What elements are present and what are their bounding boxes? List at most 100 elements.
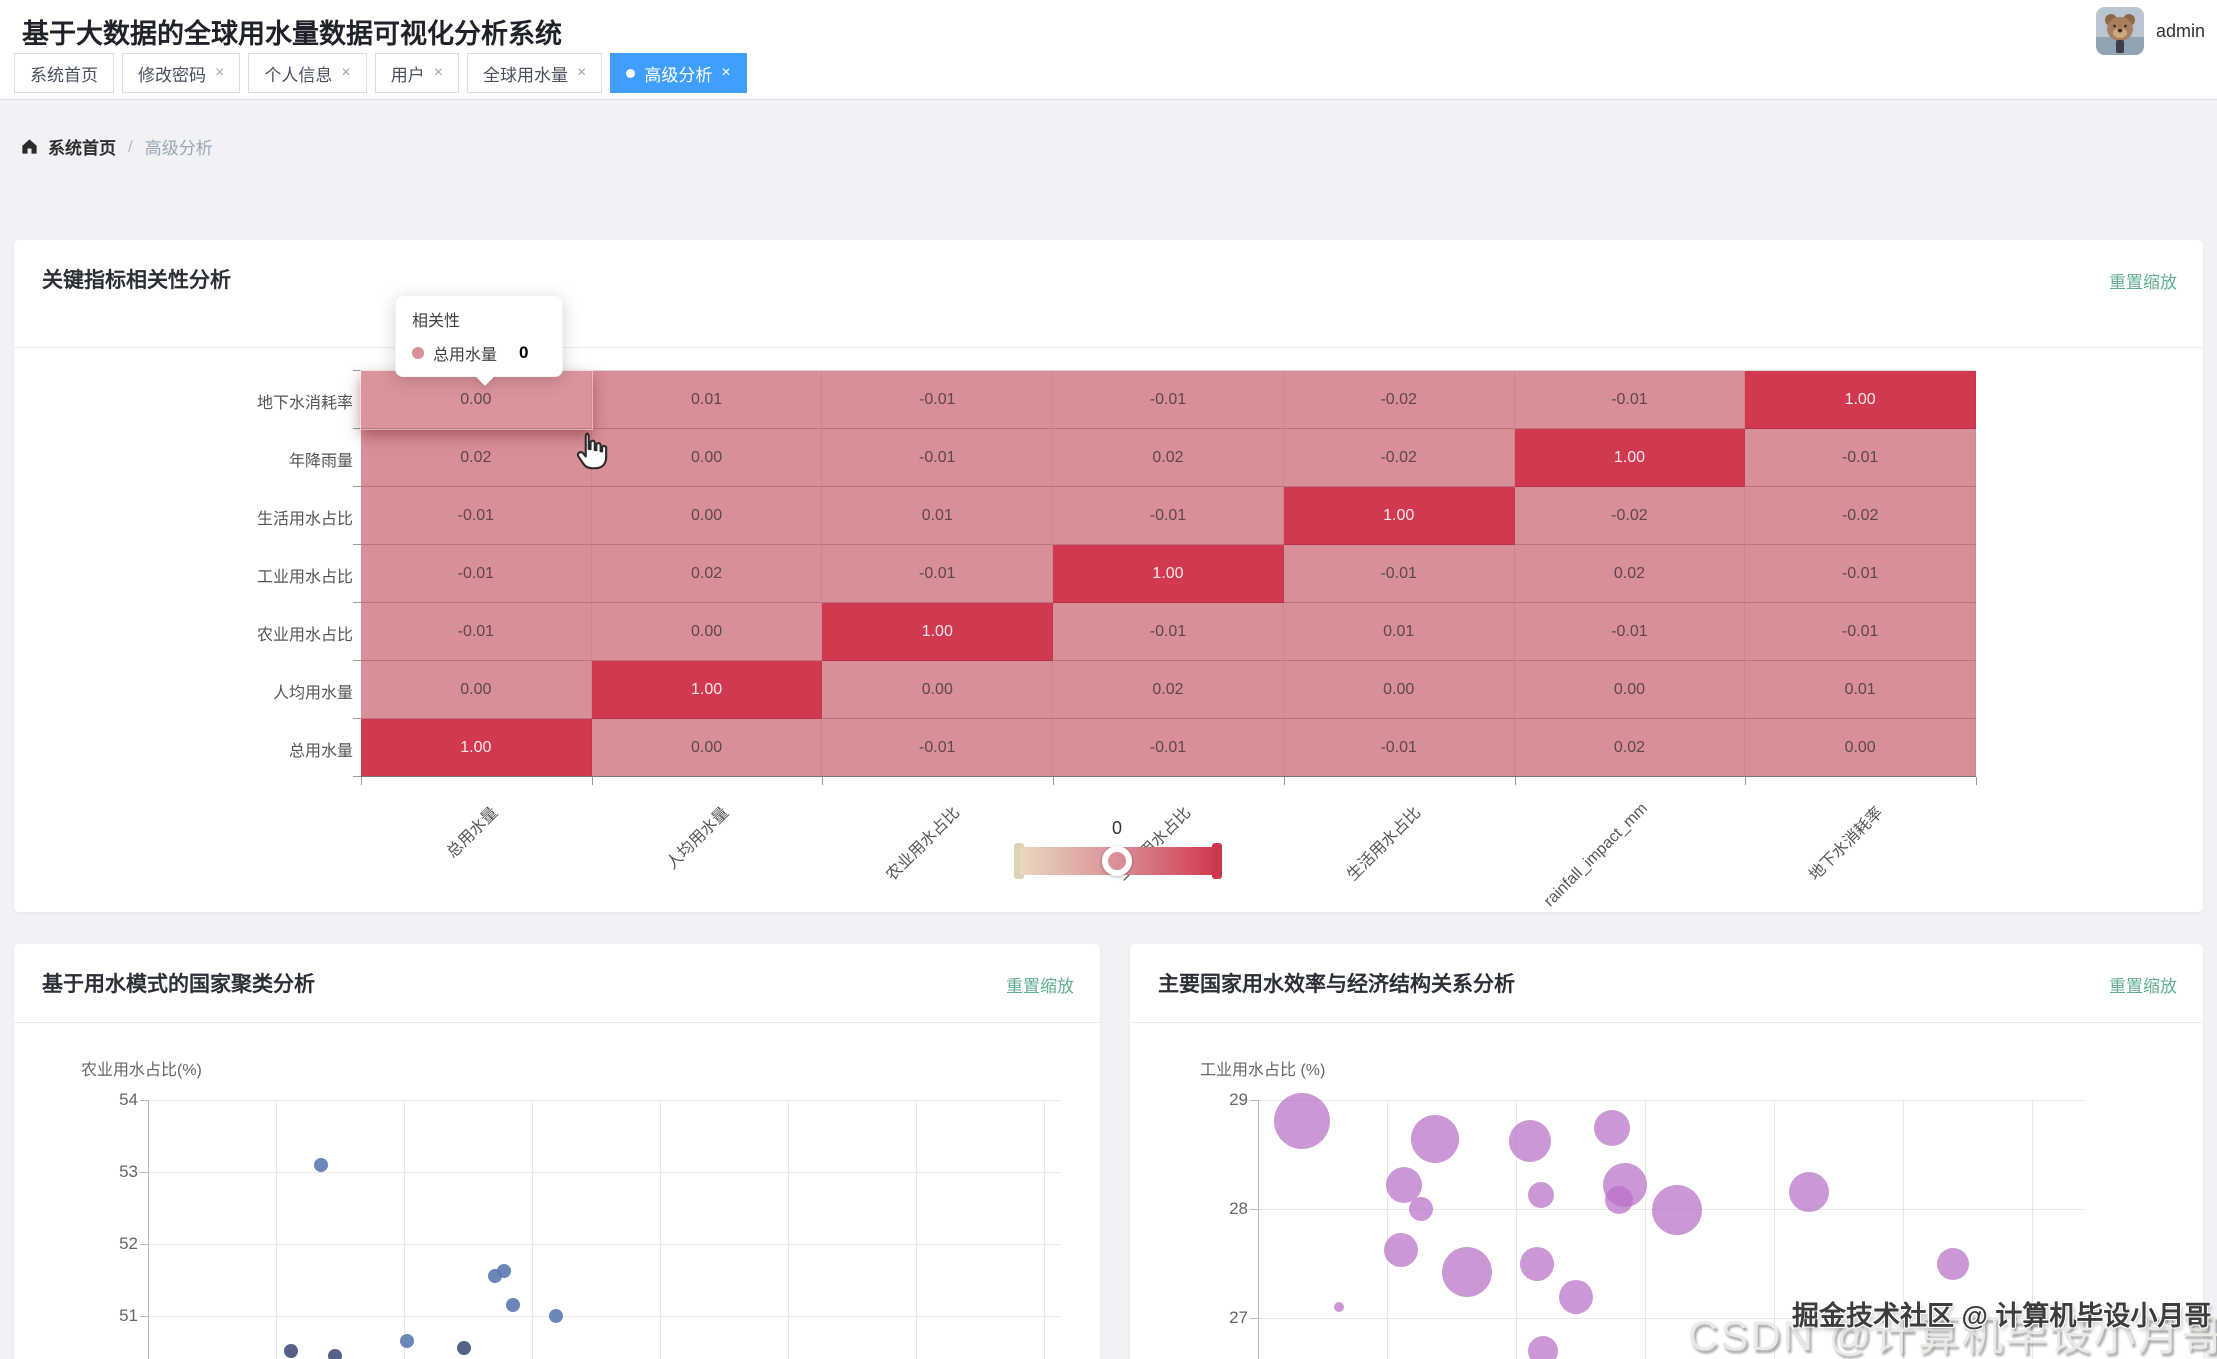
heatmap-cell[interactable]: -0.01 <box>1053 603 1284 661</box>
heatmap-cell[interactable]: 1.00 <box>1283 487 1515 545</box>
bubble-point[interactable] <box>1559 1280 1594 1315</box>
bubble-point[interactable] <box>1509 1120 1552 1163</box>
bubble-point[interactable] <box>1442 1247 1493 1298</box>
tab-system-home[interactable]: 系统首页 <box>14 53 114 93</box>
bubble-point[interactable] <box>1528 1335 1559 1359</box>
heatmap-cell[interactable]: -0.01 <box>822 545 1054 603</box>
heatmap-cell[interactable]: -0.01 <box>1053 371 1284 429</box>
bubble-point[interactable] <box>1384 1233 1419 1268</box>
cluster-scatter-chart[interactable]: 54 53 52 51 <box>14 944 1100 1359</box>
heatmap-cell[interactable]: -0.02 <box>1745 487 1976 545</box>
heatmap-cell[interactable]: 0.02 <box>1053 429 1284 487</box>
scatter-point[interactable] <box>284 1344 299 1359</box>
efficiency-reset-zoom-link[interactable]: 重置缩放 <box>2109 977 2177 996</box>
bubble-point[interactable] <box>1519 1246 1554 1281</box>
scatter-point[interactable] <box>327 1348 342 1359</box>
breadcrumb-current: 高级分析 <box>144 139 213 158</box>
bubble-point[interactable] <box>1936 1247 1969 1280</box>
tab-global-water[interactable]: 全球用水量 × <box>467 53 603 93</box>
heatmap-cell[interactable]: 0.01 <box>1745 661 1976 719</box>
heatmap-cell[interactable]: -0.01 <box>361 603 592 661</box>
heatmap-cell[interactable]: 0.01 <box>1283 603 1515 661</box>
scatter-point[interactable] <box>457 1341 472 1356</box>
bubble-point[interactable] <box>1334 1302 1345 1313</box>
bubble-point[interactable] <box>1652 1185 1703 1236</box>
heatmap-cell[interactable]: 0.00 <box>591 487 823 545</box>
heatmap-cell[interactable]: -0.02 <box>1283 371 1515 429</box>
tab-close-icon[interactable]: × <box>577 64 587 81</box>
heatmap-cell[interactable]: -0.01 <box>1514 371 1746 429</box>
heatmap-cell[interactable]: 1.00 <box>1053 545 1284 603</box>
scatter-point[interactable] <box>313 1157 328 1172</box>
gridline-v <box>1645 1100 1646 1359</box>
cluster-reset-zoom-link[interactable]: 重置缩放 <box>1006 977 1074 996</box>
bubble-point[interactable] <box>1788 1171 1829 1212</box>
heatmap-cell[interactable]: -0.01 <box>361 545 592 603</box>
heatmap-cell[interactable]: -0.01 <box>1053 719 1284 777</box>
bubble-point[interactable] <box>1410 1115 1459 1164</box>
heatmap-cell[interactable]: 1.00 <box>361 719 592 777</box>
heatmap-cell[interactable]: -0.02 <box>1514 487 1746 545</box>
heatmap-cell[interactable]: -0.02 <box>1283 429 1515 487</box>
tab-change-password[interactable]: 修改密码 × <box>122 53 241 93</box>
visualmap-left-handle[interactable] <box>1014 843 1024 879</box>
heatmap-cell[interactable]: -0.01 <box>1745 603 1976 661</box>
scatter-point[interactable] <box>497 1264 512 1279</box>
bubble-point[interactable] <box>1605 1186 1634 1215</box>
scatter-point[interactable] <box>399 1334 414 1349</box>
heatmap-cell[interactable]: 0.00 <box>1514 661 1746 719</box>
heatmap-cell[interactable]: -0.01 <box>1283 719 1515 777</box>
heatmap-cell[interactable]: -0.01 <box>822 371 1054 429</box>
tab-close-icon[interactable]: × <box>341 64 351 81</box>
tab-profile[interactable]: 个人信息 × <box>248 53 367 93</box>
heatmap-cell[interactable]: 0.01 <box>822 487 1054 545</box>
scatter-point[interactable] <box>549 1309 564 1323</box>
heatmap-cell[interactable]: 0.00 <box>591 429 823 487</box>
efficiency-bubble-chart[interactable]: 29 28 27 <box>1130 944 2203 1359</box>
heatmap-cell[interactable]: -0.01 <box>1283 545 1515 603</box>
bubble-point[interactable] <box>1593 1110 1630 1147</box>
heatmap-cell[interactable]: -0.01 <box>1053 487 1284 545</box>
heatmap-cell[interactable]: 1.00 <box>1514 429 1746 487</box>
tab-label: 修改密码 <box>138 65 206 85</box>
heatmap-cell[interactable]: -0.01 <box>822 719 1054 777</box>
heatmap-cell[interactable]: 0.02 <box>361 429 592 487</box>
visualmap-indicator-ring[interactable] <box>1102 846 1132 876</box>
tab-advanced-analysis[interactable]: 高级分析 × <box>610 53 747 93</box>
heatmap-cell[interactable]: 0.02 <box>591 545 823 603</box>
heatmap-cell[interactable]: 0.00 <box>1283 661 1515 719</box>
heatmap-cell[interactable]: 1.00 <box>1745 371 1976 429</box>
heatmap-cell[interactable]: -0.01 <box>1745 545 1976 603</box>
tab-close-icon[interactable]: × <box>215 64 225 81</box>
heatmap-cell[interactable]: 0.02 <box>1053 661 1284 719</box>
heatmap-cell[interactable]: 0.00 <box>361 661 592 719</box>
heatmap-cell[interactable]: 0.00 <box>1745 719 1976 777</box>
user-menu[interactable]: admin <box>2095 5 2205 57</box>
heatmap-cell[interactable]: 1.00 <box>822 603 1054 661</box>
heatmap-cell[interactable]: -0.01 <box>361 487 592 545</box>
heatmap-cell[interactable]: -0.01 <box>822 429 1054 487</box>
tab-close-icon[interactable]: × <box>721 64 731 81</box>
heatmap-cell[interactable]: 0.01 <box>591 371 823 429</box>
tab-users[interactable]: 用户 × <box>374 53 460 93</box>
heatmap-cell[interactable]: 0.02 <box>1514 545 1746 603</box>
bubble-point[interactable] <box>1527 1181 1554 1208</box>
correlation-reset-zoom-link[interactable]: 重置缩放 <box>2109 273 2177 292</box>
heatmap-cell[interactable]: -0.01 <box>1514 603 1746 661</box>
heatmap-cell[interactable]: -0.01 <box>1745 429 1976 487</box>
scatter-point[interactable] <box>505 1298 520 1313</box>
bubble-point[interactable] <box>1273 1092 1330 1149</box>
heatmap-cell[interactable]: 0.00 <box>822 661 1054 719</box>
visualmap-right-handle[interactable] <box>1212 843 1222 879</box>
correlation-heatmap[interactable]: 0.00 0.01 -0.01 -0.01 -0.02 -0.01 1.00 0.02 0.00… <box>360 370 1976 777</box>
heatmap-cell[interactable]: 0.00 <box>360 370 593 430</box>
heatmap-cell[interactable]: 0.02 <box>1514 719 1746 777</box>
bubble-point[interactable] <box>1408 1197 1433 1221</box>
heatmap-cell[interactable]: 0.00 <box>591 719 823 777</box>
heatmap-cell[interactable]: 1.00 <box>591 661 823 719</box>
user-avatar[interactable] <box>2095 7 2144 55</box>
tab-close-icon[interactable]: × <box>433 64 444 81</box>
breadcrumb-home-link[interactable]: 系统首页 <box>20 134 116 159</box>
panel-divider <box>1130 1022 2203 1023</box>
heatmap-cell[interactable]: 0.00 <box>591 603 823 661</box>
